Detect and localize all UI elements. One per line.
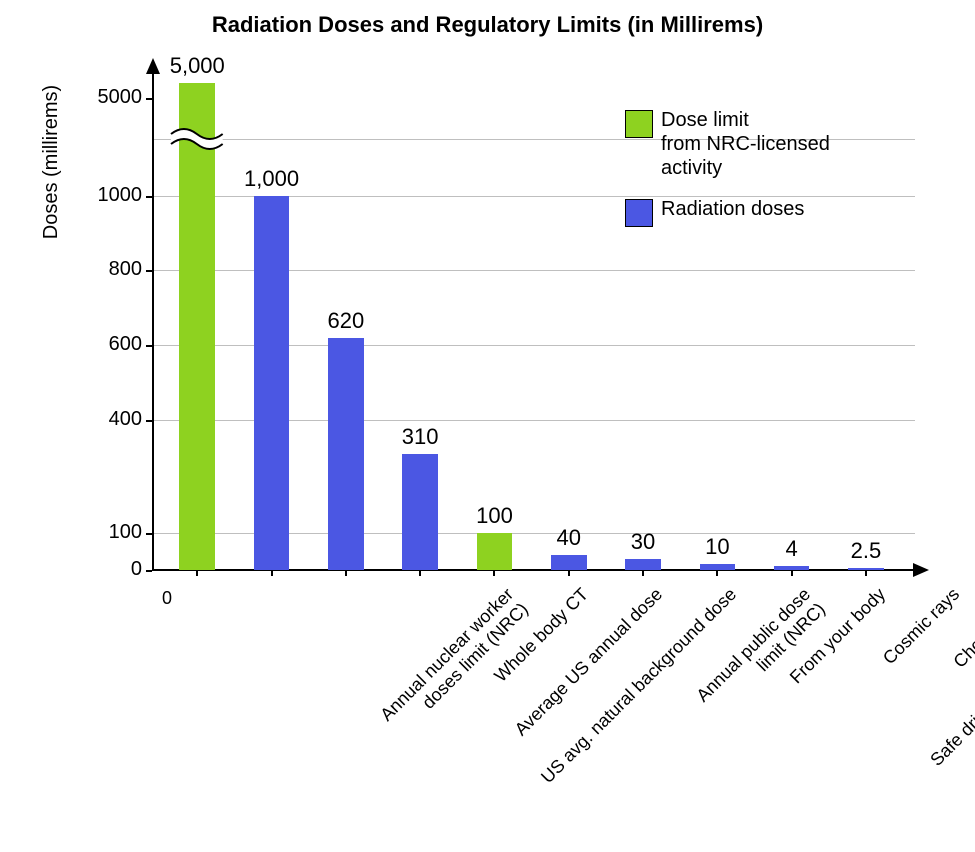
- x-tick-label: Annual nuclear workerdoses limit (NRC): [291, 584, 533, 826]
- x-tick-label: Trans-Atlantic flight: [960, 584, 975, 811]
- y-tick: [146, 533, 152, 535]
- y-tick: [146, 196, 152, 198]
- y-tick-label: 800: [60, 258, 142, 281]
- y-axis-arrow-icon: [146, 58, 160, 74]
- y-tick-label: 600: [60, 333, 142, 356]
- bar: [328, 338, 364, 570]
- bar-value-label: 10: [680, 534, 756, 560]
- x-tick: [196, 570, 198, 576]
- x-tick: [271, 570, 273, 576]
- x-tick: [493, 570, 495, 576]
- bar: [254, 196, 290, 570]
- y-tick-label: 0: [60, 558, 142, 581]
- y-tick: [146, 345, 152, 347]
- chart-title: Radiation Doses and Regulatory Limits (i…: [0, 12, 975, 38]
- y-tick: [146, 570, 152, 572]
- legend-swatch: [625, 110, 653, 138]
- bar: [477, 533, 513, 570]
- bar-value-label: 4: [754, 536, 830, 562]
- axis-break-icon: [171, 124, 223, 154]
- bar-value-label: 310: [382, 424, 458, 450]
- y-axis: [152, 72, 154, 570]
- bar-value-label: 1,000: [234, 166, 310, 192]
- y-tick: [146, 98, 152, 100]
- bar-value-label: 40: [531, 525, 607, 551]
- legend-label: Radiation doses: [661, 197, 961, 221]
- y-tick-label: 5000: [60, 86, 142, 109]
- y-tick-label: 1000: [60, 184, 142, 207]
- bar-value-label: 30: [605, 529, 681, 555]
- y-tick-label: 100: [60, 521, 142, 544]
- bar-value-label: 2.5: [828, 538, 904, 564]
- y-tick: [146, 420, 152, 422]
- x-axis-arrow-icon: [913, 563, 929, 577]
- y-tick-label: 400: [60, 408, 142, 431]
- bar: [402, 454, 438, 570]
- bar-value-label: 100: [457, 503, 533, 529]
- legend-label: Dose limitfrom NRC-licensedactivity: [661, 108, 961, 180]
- x-tick: [345, 570, 347, 576]
- bar-value-label: 5,000: [159, 53, 235, 79]
- legend-swatch: [625, 199, 653, 227]
- x-tick: [865, 570, 867, 576]
- x-tick: [791, 570, 793, 576]
- x-tick: [642, 570, 644, 576]
- bar: [179, 83, 215, 570]
- bar: [551, 555, 587, 570]
- bar: [625, 559, 661, 570]
- y-tick: [146, 270, 152, 272]
- x-tick: [716, 570, 718, 576]
- bar-value-label: 620: [308, 308, 384, 334]
- x-origin-label: 0: [162, 588, 172, 609]
- x-tick: [568, 570, 570, 576]
- x-tick: [419, 570, 421, 576]
